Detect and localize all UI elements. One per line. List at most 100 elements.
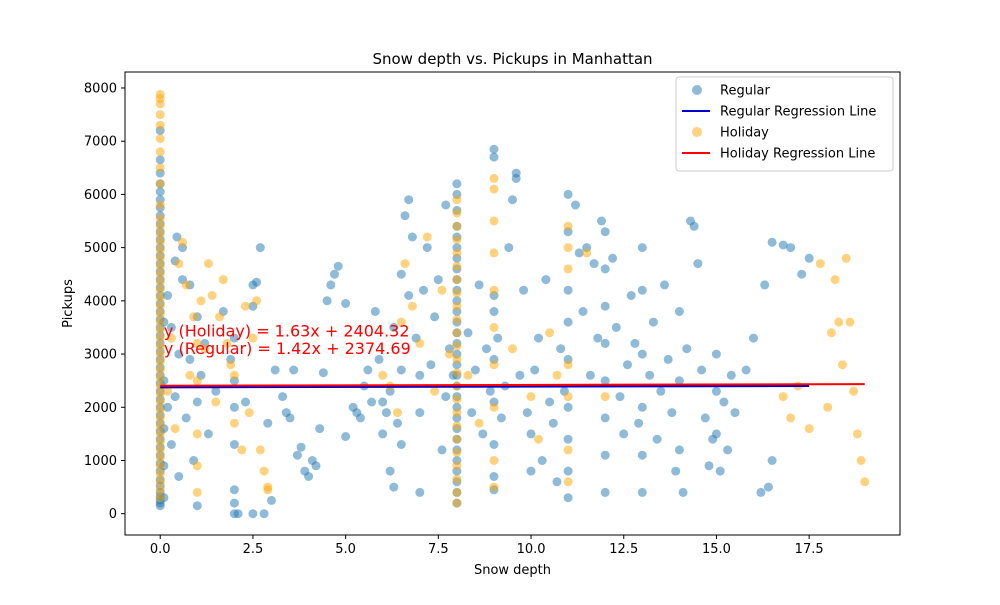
data-point — [419, 285, 428, 295]
data-point — [834, 317, 844, 327]
data-point — [252, 277, 262, 287]
y-tick-label: 3000 — [84, 348, 117, 363]
data-point — [838, 360, 847, 370]
data-point — [155, 221, 165, 231]
data-point — [155, 89, 165, 99]
data-point — [155, 421, 165, 431]
data-point — [563, 445, 573, 455]
data-point — [155, 179, 165, 189]
data-point — [155, 493, 165, 503]
data-point — [155, 341, 165, 351]
data-point — [229, 440, 239, 449]
data-point — [741, 365, 751, 375]
y-tick-label: 5000 — [84, 241, 117, 256]
data-point — [452, 394, 462, 404]
data-point — [155, 389, 165, 399]
data-point — [845, 317, 855, 327]
data-point — [155, 405, 165, 415]
data-point — [155, 317, 165, 327]
data-point — [489, 440, 499, 449]
data-point — [378, 429, 388, 439]
data-point — [155, 261, 165, 271]
data-point — [489, 216, 499, 226]
data-point — [563, 285, 573, 295]
data-point — [404, 195, 414, 205]
data-point — [452, 421, 462, 431]
data-point — [330, 269, 339, 279]
data-point — [248, 333, 258, 343]
data-point — [181, 280, 191, 290]
data-point — [263, 418, 273, 428]
data-point — [526, 392, 536, 402]
data-point — [285, 413, 295, 423]
data-point — [200, 344, 210, 354]
data-point — [155, 187, 165, 197]
data-point — [155, 285, 165, 295]
data-point — [155, 245, 165, 255]
data-point — [389, 322, 399, 332]
y-axis: 0 1000 2000 3000 4000 5000 6000 7000 8000 — [84, 81, 125, 522]
legend-marker — [692, 85, 702, 95]
data-point — [452, 408, 462, 418]
data-point — [489, 285, 499, 295]
data-point — [229, 370, 239, 380]
data-point — [452, 434, 462, 444]
chart-title: Snow depth vs. Pickups in Manhattan — [372, 50, 652, 68]
data-point — [270, 365, 280, 375]
data-point — [504, 243, 514, 253]
data-point — [526, 466, 536, 476]
data-point — [548, 418, 558, 428]
data-point — [852, 429, 862, 439]
data-point — [508, 344, 517, 354]
data-point — [826, 328, 836, 338]
data-point — [192, 461, 202, 471]
data-point — [229, 402, 239, 412]
data-point — [630, 338, 640, 348]
data-point — [185, 370, 195, 380]
data-point — [452, 461, 462, 471]
data-point — [229, 333, 239, 343]
regression-line — [160, 385, 810, 389]
data-point — [259, 466, 269, 476]
x-axis: 0.0 2.5 5.0 7.5 10.0 12.5 15.0 17.5 — [150, 535, 824, 557]
y-axis-label: Pickups — [61, 279, 76, 328]
y-tick-label: 1000 — [84, 454, 117, 469]
data-point — [593, 333, 603, 343]
data-point — [563, 360, 573, 370]
data-point — [786, 243, 796, 253]
legend-label: Holiday Regression Line — [720, 147, 875, 162]
data-point — [318, 368, 328, 378]
data-point — [552, 477, 562, 487]
x-axis-label: Snow depth — [474, 563, 551, 578]
data-point — [192, 429, 202, 439]
data-point — [192, 376, 202, 386]
data-point — [637, 243, 647, 253]
data-point — [415, 370, 425, 380]
data-point — [511, 168, 521, 178]
data-point — [470, 365, 480, 375]
data-point — [452, 179, 462, 189]
data-point — [463, 370, 473, 380]
data-point — [178, 237, 187, 247]
data-point — [537, 456, 547, 465]
x-tick-label: 17.5 — [795, 542, 824, 557]
data-point — [233, 509, 243, 519]
data-point — [433, 275, 443, 285]
data-point — [415, 487, 425, 497]
data-point — [452, 275, 462, 285]
data-point — [660, 280, 669, 290]
data-point — [304, 472, 314, 481]
data-point — [682, 344, 692, 354]
x-tick-label: 5.0 — [335, 542, 356, 557]
data-point — [767, 237, 777, 247]
data-point — [489, 402, 499, 412]
data-point — [637, 487, 647, 497]
data-point — [615, 392, 625, 402]
data-point — [155, 237, 165, 247]
data-point — [381, 408, 391, 418]
data-point — [589, 259, 599, 269]
data-point — [600, 338, 610, 348]
data-point — [248, 509, 258, 519]
data-point — [730, 408, 740, 418]
